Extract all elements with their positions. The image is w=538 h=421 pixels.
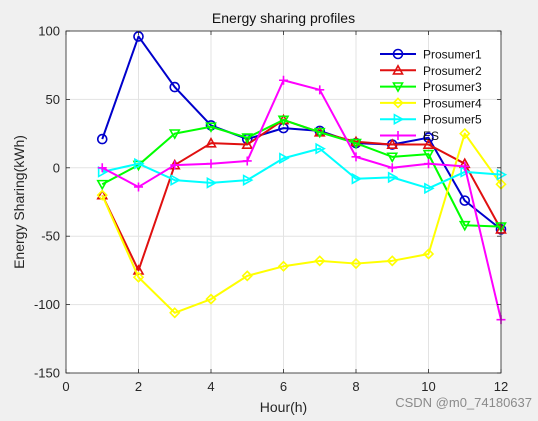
x-tick-label: 6	[280, 379, 287, 394]
data-point	[350, 135, 362, 147]
data-point	[313, 127, 326, 139]
series-line	[101, 132, 502, 314]
data-point	[386, 138, 399, 149]
data-point	[422, 138, 435, 149]
legend-swatch-marker	[393, 113, 405, 126]
axis-ticks: 0 2 4 6 8 10 12 -150 -100 -50 0 50 100	[34, 24, 508, 395]
x-tick-label: 10	[421, 379, 435, 394]
data-point	[422, 149, 435, 161]
data-point	[387, 171, 399, 184]
legend-item: Prosumer4	[380, 96, 482, 110]
x-tick-label: 2	[135, 379, 142, 394]
legend-label: Prosumer5	[423, 113, 482, 127]
x-tick-label: 12	[494, 379, 508, 394]
data-point	[422, 248, 435, 260]
legend-swatch-marker	[393, 131, 403, 140]
data-point	[458, 220, 471, 232]
data-point	[496, 168, 508, 181]
watermark-text: CSDN @m0_74180637	[395, 395, 532, 410]
legend-label: Prosumer3	[423, 80, 482, 94]
legend-item: Prosumer1	[380, 48, 482, 62]
data-point	[241, 270, 253, 282]
legend-label: ES	[423, 129, 439, 143]
x-axis-label: Hour(h)	[260, 399, 307, 415]
data-point	[350, 138, 362, 150]
y-tick-label: 50	[46, 92, 60, 107]
y-axis-label: Energy Sharing(kWh)	[11, 135, 27, 269]
data-point	[134, 157, 145, 170]
data-point	[132, 271, 145, 283]
data-point	[424, 182, 435, 195]
data-point	[386, 255, 398, 267]
data-point	[315, 142, 326, 155]
y-tick-label: 100	[38, 24, 60, 39]
data-point	[96, 189, 108, 201]
legend-swatch-marker	[392, 97, 404, 109]
data-point	[351, 172, 363, 185]
data-point	[134, 182, 143, 192]
legend-item: ES	[380, 129, 439, 143]
data-point	[387, 163, 397, 173]
series-prosumer3	[96, 115, 507, 233]
legend-label: Prosumer4	[423, 96, 482, 110]
data-point	[277, 260, 290, 272]
series-layer	[96, 31, 508, 325]
data-point	[241, 133, 254, 144]
legend-swatch-marker	[392, 82, 404, 93]
legend-label: Prosumer2	[423, 64, 482, 78]
data-point	[459, 127, 471, 140]
legend-swatch-marker	[392, 48, 404, 60]
data-point	[424, 159, 433, 169]
series-line	[101, 79, 502, 320]
legend: Prosumer1 Prosumer2 Prosumer3 Prosumer4 Pros…	[380, 48, 482, 143]
y-tick-label: -150	[34, 366, 60, 381]
data-point	[279, 75, 288, 85]
data-point	[460, 161, 470, 171]
y-tick-label: -100	[34, 297, 60, 312]
data-point	[242, 156, 252, 166]
chart-title: Energy sharing profiles	[212, 10, 355, 26]
data-point	[423, 132, 434, 144]
legend-item: Prosumer5	[380, 113, 482, 127]
data-point	[242, 174, 254, 186]
data-point	[169, 81, 181, 93]
data-point	[279, 152, 290, 165]
x-tick-label: 0	[62, 379, 69, 394]
data-point	[459, 195, 471, 206]
legend-swatch-marker	[392, 64, 404, 75]
data-point	[205, 122, 217, 133]
data-point	[241, 138, 254, 149]
x-tick-label: 8	[352, 379, 359, 394]
data-point	[351, 152, 361, 162]
legend-item: Prosumer3	[380, 80, 482, 94]
series-prosumer4	[96, 127, 507, 319]
data-point	[205, 137, 217, 148]
data-point	[169, 307, 181, 319]
data-point	[96, 179, 109, 191]
y-tick-label: 0	[53, 160, 60, 175]
data-point	[314, 255, 326, 267]
x-tick-label: 4	[207, 379, 214, 394]
y-tick-label: -50	[41, 229, 60, 244]
data-point	[170, 160, 180, 170]
data-point	[96, 133, 108, 145]
series-line	[102, 147, 502, 190]
data-point	[168, 129, 181, 140]
data-point	[97, 163, 107, 173]
data-point	[386, 152, 399, 164]
legend-label: Prosumer1	[423, 48, 482, 62]
data-point	[350, 257, 362, 270]
data-point	[170, 174, 181, 186]
series-line	[101, 118, 502, 228]
data-point	[206, 176, 218, 189]
series-prosumer5	[97, 142, 508, 195]
data-point	[206, 159, 216, 169]
data-point	[277, 115, 290, 127]
legend-item: Prosumer2	[380, 64, 482, 78]
data-point	[205, 293, 217, 305]
data-point	[315, 85, 325, 95]
